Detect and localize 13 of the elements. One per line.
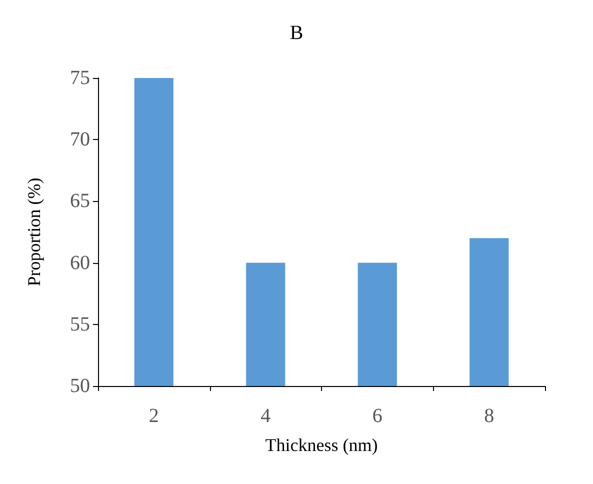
x-tick-label: 4 [260,405,271,427]
y-tick-label: 55 [70,313,90,336]
chart-title: B [290,22,304,44]
x-axis-title: Thickness (nm) [265,435,378,455]
x-tick-label: 6 [372,405,382,427]
y-tick-label: 50 [70,375,90,397]
x-tick-label: 2 [148,405,159,427]
x-tick-label: 8 [484,405,494,427]
y-tick-label: 70 [70,128,90,151]
y-tick-label: 65 [70,190,90,212]
y-tick-label: 60 [70,252,90,274]
y-axis-title: Proportion (%) [24,178,44,286]
y-tick-label: 75 [70,67,90,89]
